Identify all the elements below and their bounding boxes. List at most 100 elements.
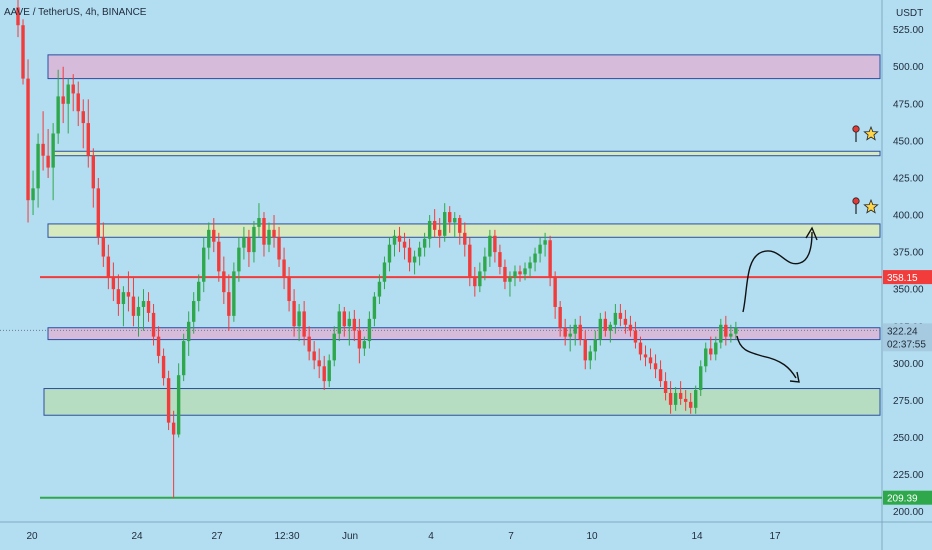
candle-body — [583, 339, 587, 361]
candle-body — [573, 324, 577, 334]
y-tick-label: 425.00 — [893, 173, 924, 184]
candle-body — [568, 333, 572, 337]
candle-body — [197, 281, 201, 302]
y-tick-label: 375.00 — [893, 248, 924, 259]
candle-body — [61, 96, 65, 104]
candle-body — [714, 342, 718, 355]
candle-body — [141, 301, 146, 307]
candle-body — [678, 392, 683, 399]
bearish-arrow-path — [736, 335, 797, 379]
candle-body — [523, 268, 527, 275]
candle-body — [719, 324, 723, 343]
candle-body — [227, 292, 231, 316]
candle-body — [347, 318, 352, 327]
candle-body — [468, 244, 472, 278]
y-tick-label: 525.00 — [893, 25, 924, 36]
candle-body — [242, 237, 246, 248]
candle-body — [151, 312, 156, 337]
candle-body — [186, 321, 191, 342]
candle-body — [136, 306, 141, 316]
candle-body — [553, 277, 557, 307]
candle-body — [81, 111, 85, 124]
candle-body — [558, 306, 562, 328]
y-tick-label: 350.00 — [893, 285, 924, 296]
candle-body — [613, 312, 618, 325]
demand-zone-275 — [43, 388, 881, 416]
x-tick-label: 4 — [428, 531, 434, 542]
alert-pin-icon — [852, 125, 860, 133]
candle-body — [498, 252, 502, 267]
candle-body — [663, 381, 668, 393]
y-tick-label: 400.00 — [893, 211, 924, 222]
candle-body — [513, 271, 517, 278]
candle-body — [704, 348, 708, 367]
candle-body — [277, 237, 281, 260]
favorite-star-icon — [863, 125, 879, 141]
target-zone-450 — [52, 150, 881, 157]
candle-body — [252, 226, 256, 253]
candle-body — [121, 292, 126, 305]
candle-body — [156, 336, 161, 356]
candle-body — [202, 247, 206, 282]
candle-body — [458, 217, 462, 233]
candle-body — [111, 277, 116, 290]
candle-body — [56, 96, 60, 134]
candle-body — [453, 217, 457, 223]
y-tick-label: 275.00 — [893, 396, 924, 407]
candle-body — [232, 271, 236, 316]
candle-body — [598, 318, 603, 340]
candle-body — [26, 78, 30, 201]
candle-body — [222, 271, 226, 293]
candle-body — [437, 229, 442, 236]
candle-body — [237, 247, 241, 272]
candle-body — [538, 244, 542, 254]
candle-body — [192, 301, 196, 322]
candle-body — [473, 277, 477, 287]
candle-body — [372, 296, 377, 319]
candle-body — [302, 311, 306, 337]
resistance-price-badge — [883, 270, 932, 285]
candle-body — [488, 235, 492, 257]
candle-body — [332, 333, 336, 361]
candle-body — [31, 188, 35, 201]
candle-body — [327, 360, 331, 382]
alert-pin-icon — [852, 197, 860, 205]
candle-body — [46, 155, 50, 168]
candle-body — [71, 84, 75, 94]
candle-body — [312, 351, 316, 361]
bullish-arrow-path — [742, 231, 813, 313]
candle-body — [207, 229, 211, 248]
candle-body — [628, 324, 633, 331]
y-tick-label: 225.00 — [893, 470, 924, 481]
y-tick-label: 300.00 — [893, 359, 924, 370]
candle-body — [518, 271, 522, 275]
candle-body — [387, 244, 392, 263]
candle-body — [297, 311, 301, 327]
candle-body — [272, 229, 276, 238]
y-tick-label: 250.00 — [893, 433, 924, 444]
support-price-badge — [883, 490, 932, 505]
x-tick-label: 10 — [586, 531, 598, 542]
candle-body — [96, 188, 101, 238]
candle-body — [377, 281, 382, 297]
candle-body — [397, 235, 402, 242]
symbol-title: AAVE / TetherUS, 4h, BINANCE — [4, 7, 147, 18]
candle-body — [212, 229, 216, 242]
candle-body — [578, 324, 582, 340]
candle-body — [16, 7, 20, 26]
candle-body — [503, 266, 507, 282]
candle-body — [588, 351, 592, 361]
favorite-star-icon — [863, 198, 879, 214]
candle-body — [267, 229, 271, 245]
y-tick-label: 475.00 — [893, 99, 924, 110]
candle-body — [543, 240, 547, 245]
candle-body — [382, 262, 387, 282]
candle-body — [166, 378, 171, 423]
candle-body — [322, 366, 326, 382]
candle-body — [392, 235, 397, 245]
candle-body — [618, 312, 623, 319]
candle-body — [362, 341, 367, 349]
candle-body — [287, 277, 291, 302]
